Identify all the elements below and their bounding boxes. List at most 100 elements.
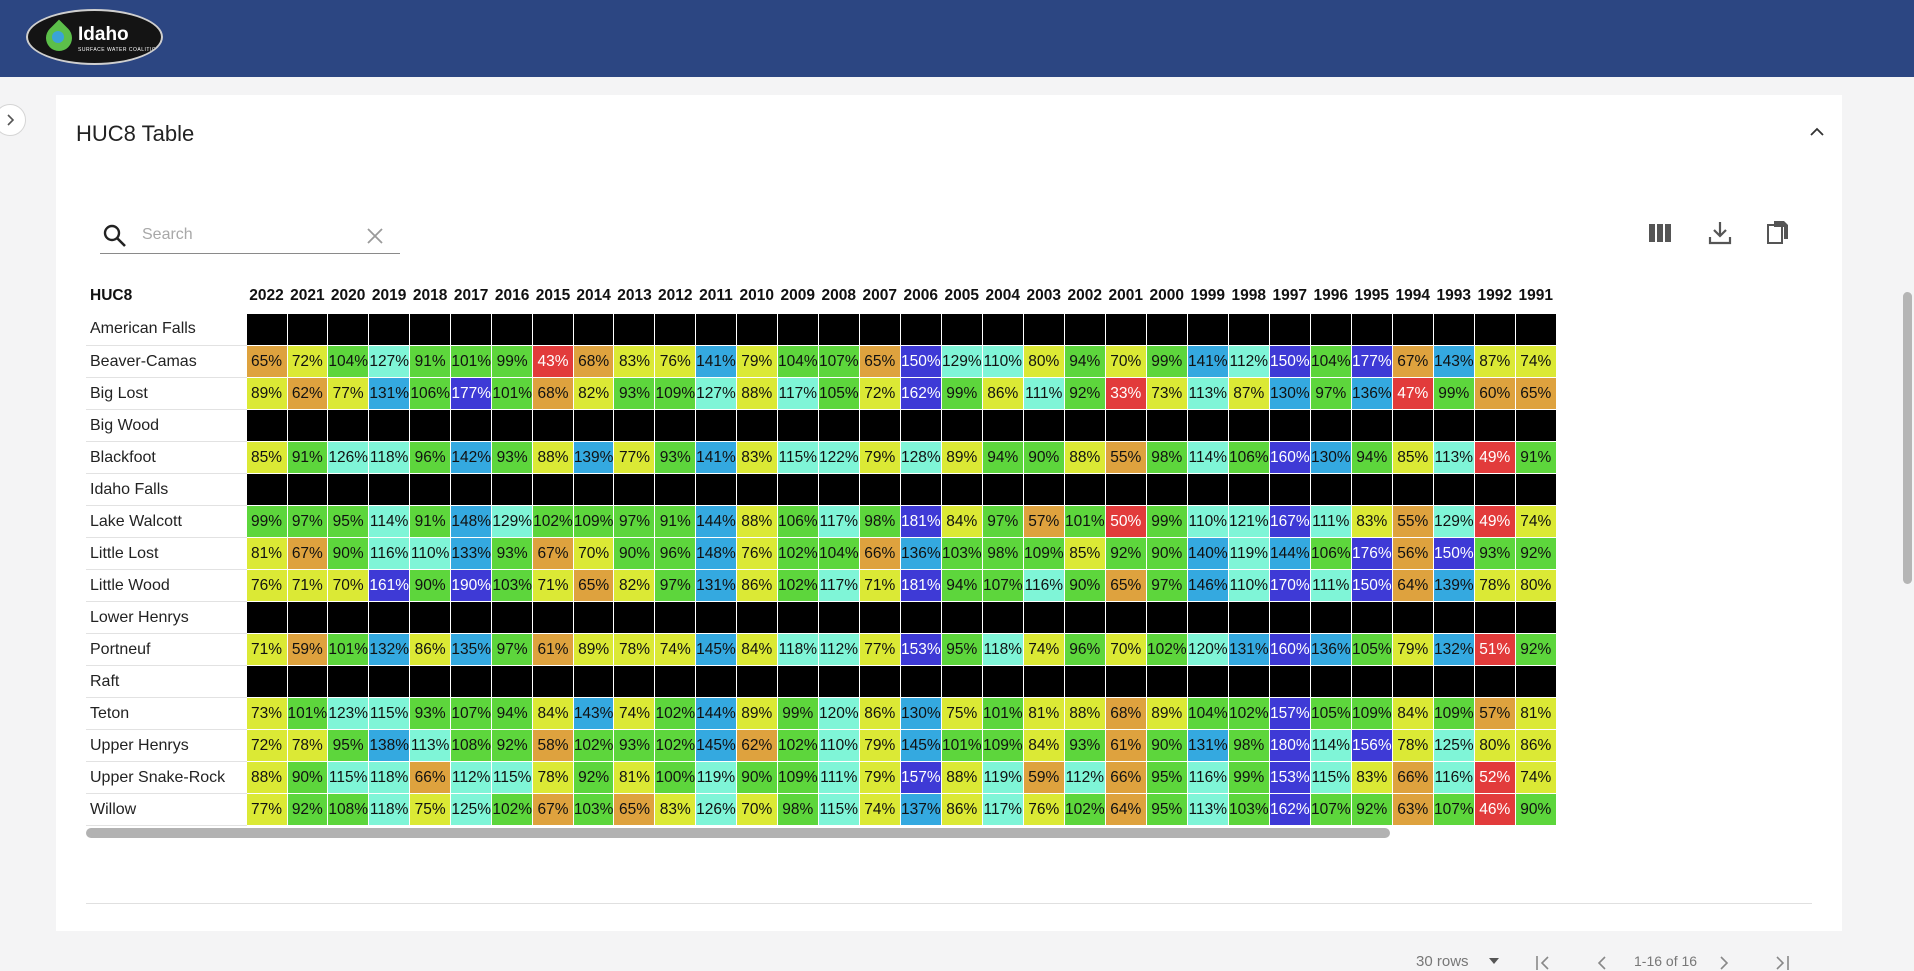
column-header-1993[interactable]: 1993 — [1436, 287, 1472, 304]
percent-cell: 49% — [1473, 441, 1516, 474]
percent-cell — [1350, 409, 1393, 442]
percent-cell: 109% — [654, 377, 697, 410]
column-header-2022[interactable]: 2022 — [249, 287, 284, 304]
column-header-huc8[interactable]: HUC8 — [90, 287, 133, 305]
vertical-scrollbar[interactable] — [1903, 292, 1912, 584]
column-header-1994[interactable]: 1994 — [1395, 287, 1431, 304]
column-header-2010[interactable]: 2010 — [739, 287, 775, 304]
column-header-1998[interactable]: 1998 — [1231, 287, 1267, 304]
column-header-2003[interactable]: 2003 — [1026, 287, 1062, 304]
percent-cell: 114% — [1309, 729, 1352, 762]
column-header-2021[interactable]: 2021 — [290, 287, 325, 304]
percent-cell: 57% — [1022, 505, 1065, 538]
columns-button[interactable] — [1646, 219, 1674, 247]
column-header-2001[interactable]: 2001 — [1108, 287, 1144, 304]
column-header-2002[interactable]: 2002 — [1067, 287, 1103, 304]
percent-cell: 79% — [858, 441, 901, 474]
chevron-up-icon[interactable] — [1806, 121, 1828, 143]
column-header-2014[interactable]: 2014 — [576, 287, 611, 304]
idaho-logo[interactable]: Idaho SURFACE WATER COALITION — [26, 9, 163, 65]
search-input[interactable] — [140, 225, 344, 245]
percent-cell — [735, 601, 778, 634]
percent-cell: 160% — [1268, 441, 1311, 474]
column-header-1997[interactable]: 1997 — [1272, 287, 1308, 304]
percent-cell: 71% — [245, 633, 288, 666]
column-header-2009[interactable]: 2009 — [780, 287, 816, 304]
previous-page-icon[interactable] — [1594, 955, 1610, 971]
close-icon[interactable] — [364, 225, 386, 247]
percent-cell — [1514, 313, 1557, 346]
percent-cell: 86% — [858, 697, 901, 730]
percent-cell: 131% — [695, 569, 737, 602]
percent-cell: 81% — [1514, 697, 1557, 730]
column-header-2008[interactable]: 2008 — [821, 287, 857, 304]
percent-cell: 105% — [1309, 697, 1352, 730]
percent-cell: 86% — [940, 793, 983, 826]
column-header-2020[interactable]: 2020 — [330, 287, 366, 304]
column-header-1996[interactable]: 1996 — [1313, 287, 1349, 304]
percent-cell: 102% — [776, 537, 819, 570]
column-header-1991[interactable]: 1991 — [1518, 287, 1554, 304]
percent-cell — [368, 665, 411, 698]
column-header-2013[interactable]: 2013 — [617, 287, 652, 304]
percent-cell: 90% — [327, 537, 370, 570]
horizontal-scrollbar-thumb[interactable] — [86, 828, 1390, 838]
column-header-2017[interactable]: 2017 — [453, 287, 489, 304]
view-column-icon — [1649, 224, 1671, 242]
percent-cell: 93% — [491, 441, 534, 474]
column-header-1999[interactable]: 1999 — [1190, 287, 1226, 304]
column-header-2016[interactable]: 2016 — [494, 287, 530, 304]
percent-cell — [1022, 665, 1065, 698]
huc8-name-cell: Blackfoot — [86, 441, 246, 474]
download-button[interactable] — [1706, 219, 1734, 247]
horizontal-scrollbar[interactable] — [86, 828, 1812, 838]
column-header-1992[interactable]: 1992 — [1477, 287, 1513, 304]
last-page-icon[interactable] — [1772, 955, 1792, 971]
percent-cell: 75% — [940, 697, 983, 730]
column-header-2000[interactable]: 2000 — [1149, 287, 1185, 304]
percent-cell: 150% — [1350, 569, 1393, 602]
column-header-2006[interactable]: 2006 — [903, 287, 939, 304]
percent-cell — [1186, 665, 1229, 698]
percent-cell: 117% — [981, 793, 1024, 826]
rows-per-page-select[interactable]: 30 rows — [1416, 953, 1501, 970]
percent-cell: 94% — [981, 441, 1024, 474]
percent-cell: 94% — [1350, 441, 1393, 474]
percent-cell — [327, 665, 370, 698]
percent-cell: 113% — [1186, 793, 1229, 826]
next-page-icon[interactable] — [1716, 955, 1732, 971]
column-header-2005[interactable]: 2005 — [944, 287, 980, 304]
percent-cell — [1227, 473, 1270, 506]
percent-cell: 112% — [1063, 761, 1106, 794]
percent-cell — [613, 601, 656, 634]
percent-cell — [286, 665, 329, 698]
percent-cell: 89% — [940, 441, 983, 474]
percent-cell: 107% — [1309, 793, 1352, 826]
first-page-icon[interactable] — [1534, 955, 1554, 971]
column-header-2007[interactable]: 2007 — [862, 287, 898, 304]
column-header-2019[interactable]: 2019 — [371, 287, 407, 304]
column-header-2004[interactable]: 2004 — [985, 287, 1021, 304]
table-row: Portneuf 71% 59% 101% 132% 86% 135% 97% 61% 89% 78… — [86, 633, 1557, 666]
sidebar-toggle-button[interactable] — [0, 104, 26, 136]
percent-cell: 76% — [245, 569, 288, 602]
percent-cell — [613, 409, 656, 442]
percent-cell — [1391, 665, 1434, 698]
percent-cell: 98% — [776, 793, 819, 826]
percent-cell: 105% — [817, 377, 860, 410]
column-header-2012[interactable]: 2012 — [658, 287, 693, 304]
percent-cell: 100% — [654, 761, 697, 794]
card-title: HUC8 Table — [76, 121, 195, 146]
huc8-data-grid: HUC8 2022 2021 2020 2019 2018 2017 2016 2015 2014… — [86, 279, 1812, 831]
column-header-1995[interactable]: 1995 — [1354, 287, 1390, 304]
percent-cell: 99% — [1432, 377, 1475, 410]
table-row: Little Lost 81% 67% 90% 116% 110% 133% 93% 67% 70… — [86, 537, 1557, 570]
column-header-2015[interactable]: 2015 — [535, 287, 571, 304]
copy-button[interactable] — [1764, 219, 1792, 247]
column-header-2018[interactable]: 2018 — [412, 287, 448, 304]
percent-cell: 55% — [1104, 441, 1147, 474]
percent-cell: 77% — [245, 793, 288, 826]
column-header-2011[interactable]: 2011 — [699, 287, 733, 304]
percent-cell: 55% — [1391, 505, 1434, 538]
percent-cell: 145% — [899, 729, 942, 762]
